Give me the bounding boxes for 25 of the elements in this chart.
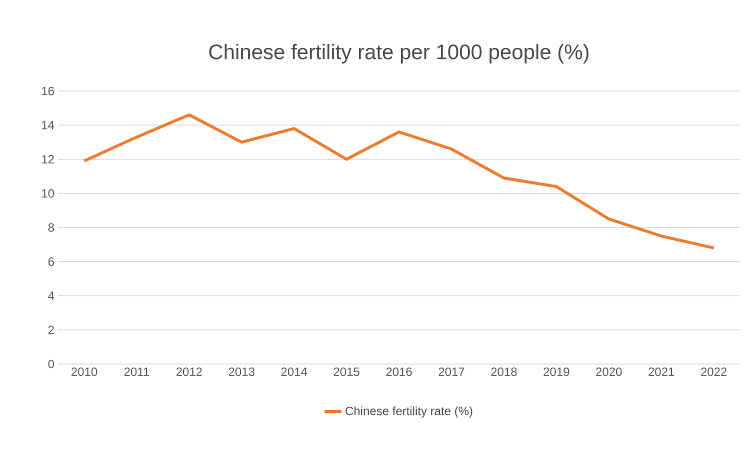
chart-title: Chinese fertility rate per 1000 people (%) [209,44,588,64]
x-tick-label: 2019 [544,368,570,376]
y-tick-label: 6 [48,257,54,266]
x-tick-label: 2018 [491,368,517,376]
y-tick-label: 2 [48,326,54,334]
y-tick-label: 10 [42,189,54,198]
y-tick-label: 4 [48,292,54,300]
y-tick-label: 0 [48,360,54,368]
line-series [82,113,716,250]
y-tick-label: 14 [42,121,54,130]
x-tick-label: 2014 [281,368,308,376]
x-tick-label: 2020 [596,368,622,376]
x-tick-label: 2016 [386,368,412,376]
x-tick-label: 2013 [228,368,254,376]
x-tick-label: 2017 [438,368,464,376]
x-tick-label: 2022 [701,368,727,376]
x-tick-label: 2010 [71,368,98,376]
x-tick-label: 2011 [124,368,150,376]
y-tick-label: 16 [42,86,54,96]
x-tick-label: 2012 [176,368,202,376]
x-tick-label: 2015 [334,368,360,376]
y-tick-label: 8 [48,223,54,232]
x-tick-label: 2021 [648,368,674,376]
legend-label: Chinese fertility rate (%) [346,406,472,418]
y-tick-label: 12 [42,155,54,164]
